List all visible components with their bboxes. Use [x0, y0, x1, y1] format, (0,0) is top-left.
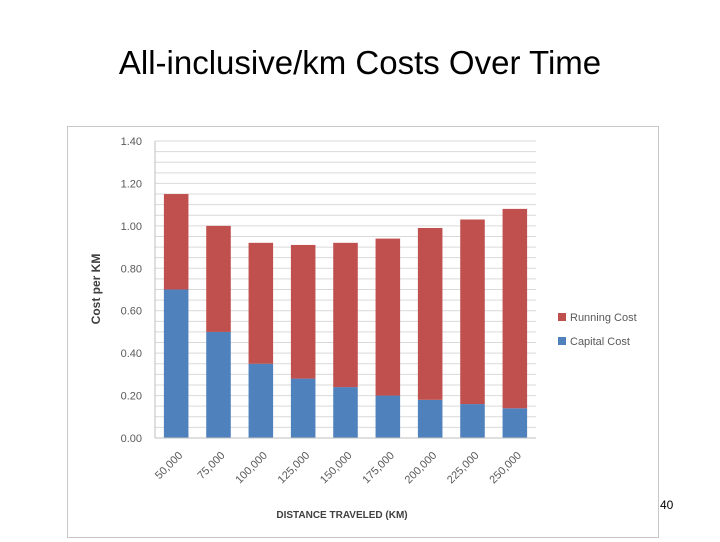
- bar-capital-cost: [502, 408, 528, 438]
- bar-running-cost: [417, 227, 443, 400]
- x-tick-label: 150,000: [318, 450, 355, 487]
- bar-running-cost: [163, 194, 189, 290]
- page-number: 40: [660, 498, 674, 512]
- y-tick-label: 1.20: [121, 178, 142, 190]
- legend-label: Running Cost: [570, 312, 637, 324]
- y-axis-label: Cost per KM: [89, 254, 103, 325]
- bar-running-cost: [248, 242, 274, 364]
- y-tick-label: 0.40: [121, 348, 142, 360]
- x-tick-label: 175,000: [360, 450, 397, 487]
- bar-running-cost: [206, 225, 231, 332]
- bar-running-cost: [460, 219, 485, 405]
- legend-swatch: [558, 313, 566, 321]
- x-tick-label: 50,000: [153, 450, 185, 482]
- legend-label: Capital Cost: [570, 336, 630, 348]
- bar-capital-cost: [460, 404, 485, 438]
- x-tick-label: 100,000: [233, 450, 270, 487]
- x-tick-label: 225,000: [445, 450, 482, 487]
- bar-running-cost: [333, 242, 358, 388]
- bar-capital-cost: [375, 395, 401, 438]
- bar-capital-cost: [290, 378, 316, 438]
- bar-running-cost: [502, 208, 528, 409]
- x-tick-label: 75,000: [195, 450, 227, 482]
- bar-capital-cost: [248, 363, 274, 438]
- bar-capital-cost: [206, 331, 231, 438]
- bar-capital-cost: [163, 289, 189, 438]
- bar-capital-cost: [417, 399, 443, 438]
- y-tick-label: 0.00: [121, 433, 142, 445]
- y-tick-label: 0.60: [121, 306, 142, 318]
- bar-running-cost: [290, 244, 316, 379]
- slide-title: All-inclusive/km Costs Over Time: [118, 44, 602, 81]
- chart-frame: 0.00 0.20 0.40 0.60 0.80 1.00 1.20 1.40 50,000 75…: [67, 126, 659, 538]
- bar-running-cost: [375, 238, 401, 396]
- legend: Running Cost Capital Cost: [558, 312, 637, 348]
- stacked-bar-chart: 0.00 0.20 0.40 0.60 0.80 1.00 1.20 1.40 50,000 75…: [89, 136, 637, 521]
- bars: [163, 194, 528, 438]
- x-tick-label: 125,000: [276, 450, 313, 487]
- y-tick-label: 0.20: [121, 391, 142, 403]
- y-tick-label: 0.80: [121, 263, 142, 275]
- legend-swatch: [558, 337, 566, 345]
- bar-capital-cost: [333, 387, 358, 438]
- x-tick-label: 250,000: [487, 450, 524, 487]
- y-tick-label: 1.00: [121, 221, 142, 233]
- x-axis-label: DISTANCE TRAVELED (KM): [276, 510, 407, 521]
- x-tick-label: 200,000: [403, 450, 440, 487]
- y-tick-label: 1.40: [121, 136, 142, 148]
